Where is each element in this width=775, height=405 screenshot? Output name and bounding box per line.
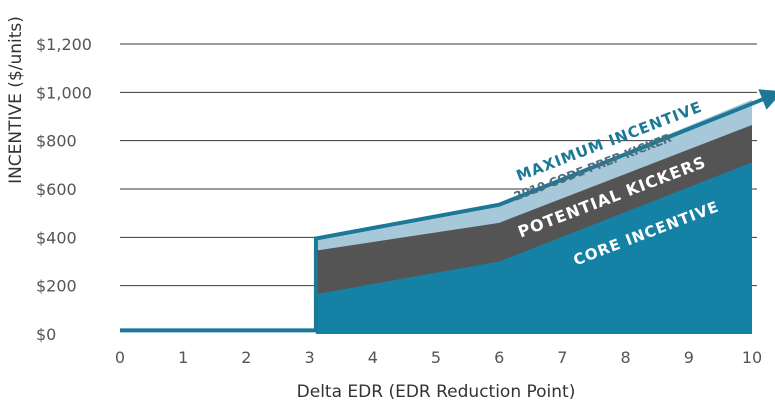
x-tick-0: 0 [115,348,125,367]
y-axis-title: INCENTIVE ($/units) [6,16,26,184]
x-tick-7: 7 [557,348,567,367]
y-tick-400: $400 [36,228,77,247]
stacked-areas [315,99,752,334]
arrowhead [758,89,775,110]
area-core-incentive [315,162,752,334]
y-tick-600: $600 [36,180,77,199]
y-tick-1200: $1,200 [36,35,92,54]
x-axis-title: Delta EDR (EDR Reduction Point) [297,382,576,402]
x-tick-8: 8 [621,348,631,367]
x-tick-5: 5 [431,348,441,367]
y-tick-200: $200 [36,277,77,296]
maximum-incentive-polyline [120,92,775,333]
x-tick-9: 9 [684,348,694,367]
x-tick-2: 2 [241,348,251,367]
x-tick-1: 1 [178,348,188,367]
x-tick-labels: 0 1 2 3 4 5 6 7 8 9 10 [115,348,762,367]
x-tick-4: 4 [368,348,378,367]
x-tick-3: 3 [305,348,315,367]
x-tick-10: 10 [742,348,762,367]
y-tick-800: $800 [36,132,77,151]
y-tick-labels: $0 $200 $400 $600 $800 $1,000 $1,200 [36,35,92,344]
y-tick-0: $0 [36,325,56,344]
maximum-incentive-line [120,89,775,333]
y-tick-1000: $1,000 [36,83,92,102]
x-tick-6: 6 [494,348,504,367]
